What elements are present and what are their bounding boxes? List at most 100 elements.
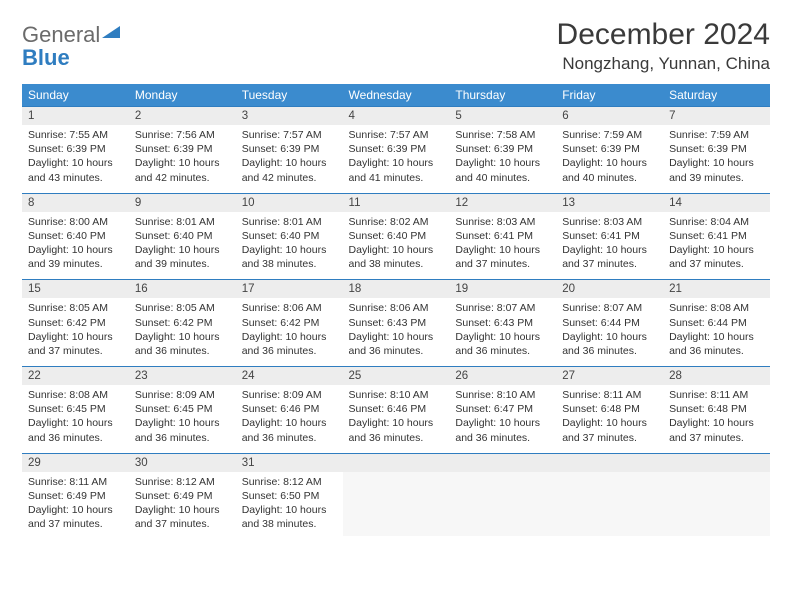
day-number: 25 (343, 367, 450, 385)
day-header-monday: Monday (129, 84, 236, 107)
day-number: 13 (556, 194, 663, 212)
day-number: 7 (663, 107, 770, 125)
logo-sail-icon (102, 24, 122, 45)
day-number: 19 (449, 280, 556, 298)
day-number: 15 (22, 280, 129, 298)
logo-line1: General (22, 22, 100, 47)
day-body: Sunrise: 7:57 AMSunset: 6:39 PMDaylight:… (343, 125, 450, 193)
day-number: 1 (22, 107, 129, 125)
day-body: Sunrise: 8:05 AMSunset: 6:42 PMDaylight:… (22, 298, 129, 366)
day-cell: 26Sunrise: 8:10 AMSunset: 6:47 PMDayligh… (449, 367, 556, 454)
day-body: Sunrise: 8:03 AMSunset: 6:41 PMDaylight:… (449, 212, 556, 280)
day-cell: 19Sunrise: 8:07 AMSunset: 6:43 PMDayligh… (449, 280, 556, 367)
day-cell (663, 453, 770, 539)
day-number: 5 (449, 107, 556, 125)
day-number: 3 (236, 107, 343, 125)
day-body: Sunrise: 8:08 AMSunset: 6:44 PMDaylight:… (663, 298, 770, 366)
day-body: Sunrise: 8:02 AMSunset: 6:40 PMDaylight:… (343, 212, 450, 280)
day-header-sunday: Sunday (22, 84, 129, 107)
day-number: 9 (129, 194, 236, 212)
day-cell (343, 453, 450, 539)
header: General Blue December 2024 Nongzhang, Yu… (22, 18, 770, 74)
day-cell: 13Sunrise: 8:03 AMSunset: 6:41 PMDayligh… (556, 193, 663, 280)
day-body: Sunrise: 7:56 AMSunset: 6:39 PMDaylight:… (129, 125, 236, 193)
day-body-empty (343, 472, 450, 536)
month-title: December 2024 (557, 18, 770, 52)
day-cell: 14Sunrise: 8:04 AMSunset: 6:41 PMDayligh… (663, 193, 770, 280)
day-cell: 20Sunrise: 8:07 AMSunset: 6:44 PMDayligh… (556, 280, 663, 367)
day-cell: 30Sunrise: 8:12 AMSunset: 6:49 PMDayligh… (129, 453, 236, 539)
day-number-empty (663, 454, 770, 472)
day-body: Sunrise: 8:11 AMSunset: 6:49 PMDaylight:… (22, 472, 129, 540)
day-number: 27 (556, 367, 663, 385)
day-number: 26 (449, 367, 556, 385)
day-body: Sunrise: 8:11 AMSunset: 6:48 PMDaylight:… (663, 385, 770, 453)
day-number: 16 (129, 280, 236, 298)
day-number: 22 (22, 367, 129, 385)
day-cell: 12Sunrise: 8:03 AMSunset: 6:41 PMDayligh… (449, 193, 556, 280)
day-cell: 1Sunrise: 7:55 AMSunset: 6:39 PMDaylight… (22, 107, 129, 194)
day-header-tuesday: Tuesday (236, 84, 343, 107)
day-body: Sunrise: 8:09 AMSunset: 6:46 PMDaylight:… (236, 385, 343, 453)
day-body: Sunrise: 8:00 AMSunset: 6:40 PMDaylight:… (22, 212, 129, 280)
day-body: Sunrise: 7:57 AMSunset: 6:39 PMDaylight:… (236, 125, 343, 193)
day-cell: 2Sunrise: 7:56 AMSunset: 6:39 PMDaylight… (129, 107, 236, 194)
day-cell: 31Sunrise: 8:12 AMSunset: 6:50 PMDayligh… (236, 453, 343, 539)
day-body: Sunrise: 7:55 AMSunset: 6:39 PMDaylight:… (22, 125, 129, 193)
week-row: 15Sunrise: 8:05 AMSunset: 6:42 PMDayligh… (22, 280, 770, 367)
day-number: 10 (236, 194, 343, 212)
day-cell: 10Sunrise: 8:01 AMSunset: 6:40 PMDayligh… (236, 193, 343, 280)
day-cell: 18Sunrise: 8:06 AMSunset: 6:43 PMDayligh… (343, 280, 450, 367)
day-body: Sunrise: 8:06 AMSunset: 6:43 PMDaylight:… (343, 298, 450, 366)
day-cell: 16Sunrise: 8:05 AMSunset: 6:42 PMDayligh… (129, 280, 236, 367)
day-number: 21 (663, 280, 770, 298)
day-number: 12 (449, 194, 556, 212)
day-body: Sunrise: 8:11 AMSunset: 6:48 PMDaylight:… (556, 385, 663, 453)
day-cell: 23Sunrise: 8:09 AMSunset: 6:45 PMDayligh… (129, 367, 236, 454)
day-cell: 28Sunrise: 8:11 AMSunset: 6:48 PMDayligh… (663, 367, 770, 454)
day-body: Sunrise: 8:10 AMSunset: 6:47 PMDaylight:… (449, 385, 556, 453)
day-number: 30 (129, 454, 236, 472)
title-block: December 2024 Nongzhang, Yunnan, China (557, 18, 770, 74)
day-number: 17 (236, 280, 343, 298)
week-row: 22Sunrise: 8:08 AMSunset: 6:45 PMDayligh… (22, 367, 770, 454)
day-number-empty (556, 454, 663, 472)
calendar-table: SundayMondayTuesdayWednesdayThursdayFrid… (22, 84, 770, 539)
day-number: 28 (663, 367, 770, 385)
day-cell: 27Sunrise: 8:11 AMSunset: 6:48 PMDayligh… (556, 367, 663, 454)
day-body: Sunrise: 8:01 AMSunset: 6:40 PMDaylight:… (129, 212, 236, 280)
day-body: Sunrise: 8:12 AMSunset: 6:49 PMDaylight:… (129, 472, 236, 540)
location: Nongzhang, Yunnan, China (557, 54, 770, 74)
day-cell: 29Sunrise: 8:11 AMSunset: 6:49 PMDayligh… (22, 453, 129, 539)
day-body: Sunrise: 8:03 AMSunset: 6:41 PMDaylight:… (556, 212, 663, 280)
day-cell (556, 453, 663, 539)
day-body: Sunrise: 8:10 AMSunset: 6:46 PMDaylight:… (343, 385, 450, 453)
day-cell: 5Sunrise: 7:58 AMSunset: 6:39 PMDaylight… (449, 107, 556, 194)
day-cell: 21Sunrise: 8:08 AMSunset: 6:44 PMDayligh… (663, 280, 770, 367)
logo: General Blue (22, 24, 122, 70)
day-number: 29 (22, 454, 129, 472)
day-number: 20 (556, 280, 663, 298)
day-cell: 25Sunrise: 8:10 AMSunset: 6:46 PMDayligh… (343, 367, 450, 454)
day-cell: 11Sunrise: 8:02 AMSunset: 6:40 PMDayligh… (343, 193, 450, 280)
day-header-thursday: Thursday (449, 84, 556, 107)
day-cell: 22Sunrise: 8:08 AMSunset: 6:45 PMDayligh… (22, 367, 129, 454)
day-cell: 4Sunrise: 7:57 AMSunset: 6:39 PMDaylight… (343, 107, 450, 194)
day-body: Sunrise: 8:08 AMSunset: 6:45 PMDaylight:… (22, 385, 129, 453)
day-body: Sunrise: 8:05 AMSunset: 6:42 PMDaylight:… (129, 298, 236, 366)
day-cell: 9Sunrise: 8:01 AMSunset: 6:40 PMDaylight… (129, 193, 236, 280)
day-cell: 17Sunrise: 8:06 AMSunset: 6:42 PMDayligh… (236, 280, 343, 367)
day-header-friday: Friday (556, 84, 663, 107)
week-row: 29Sunrise: 8:11 AMSunset: 6:49 PMDayligh… (22, 453, 770, 539)
day-body: Sunrise: 7:59 AMSunset: 6:39 PMDaylight:… (663, 125, 770, 193)
day-cell: 3Sunrise: 7:57 AMSunset: 6:39 PMDaylight… (236, 107, 343, 194)
day-cell: 8Sunrise: 8:00 AMSunset: 6:40 PMDaylight… (22, 193, 129, 280)
logo-text-block: General Blue (22, 24, 122, 70)
day-cell: 24Sunrise: 8:09 AMSunset: 6:46 PMDayligh… (236, 367, 343, 454)
day-number-empty (343, 454, 450, 472)
day-body: Sunrise: 8:12 AMSunset: 6:50 PMDaylight:… (236, 472, 343, 540)
day-number: 23 (129, 367, 236, 385)
day-cell (449, 453, 556, 539)
week-row: 8Sunrise: 8:00 AMSunset: 6:40 PMDaylight… (22, 193, 770, 280)
day-cell: 7Sunrise: 7:59 AMSunset: 6:39 PMDaylight… (663, 107, 770, 194)
